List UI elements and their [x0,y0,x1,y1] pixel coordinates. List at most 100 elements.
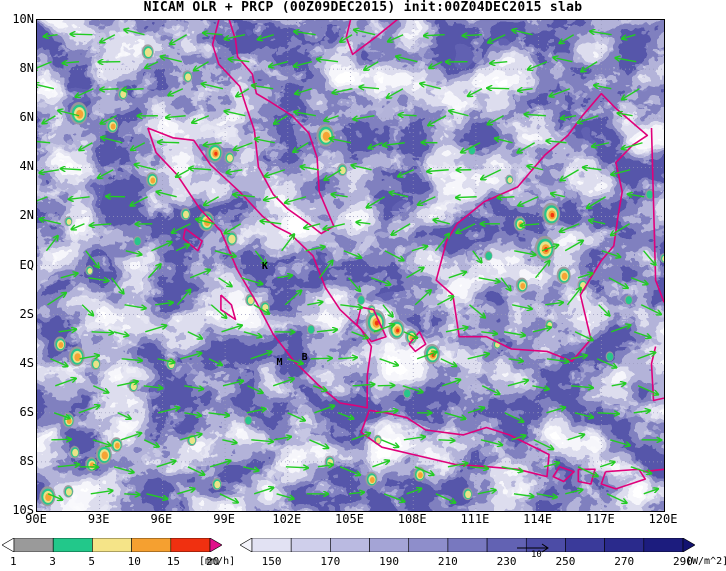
wind-vector [501,466,523,471]
wind-vector [633,331,651,338]
wind-vector [147,264,160,279]
map-title: NICAM OLR + PRCP (00Z09DEC2015) init:00Z… [143,0,583,15]
wind-vector [253,304,270,314]
wind-vector [221,325,242,333]
lat-tick-label: 6S [19,404,34,419]
wind-vector [176,169,190,177]
wind-vector [124,30,145,36]
wind-vector [214,250,236,257]
precip-colorbar-segment [52,538,93,552]
wind-vector [597,413,619,414]
wind-vector [143,386,163,388]
wind-vector [418,196,436,205]
wind-vector [456,197,477,198]
wind-vector [225,111,246,117]
wind-vector [42,115,56,124]
precip-cell [413,466,426,482]
precip-colorbar [2,538,222,552]
wind-vector [284,291,301,306]
precip-cell [660,253,664,264]
precip-cell [356,294,365,305]
lat-tick-label: 10N [12,12,34,26]
wind-vector [414,290,431,306]
wind-vector [208,413,229,416]
wind-vector [416,352,436,360]
wind-vector [309,439,328,448]
precip-colorbar-label: 5 [88,555,96,568]
wind-vector [265,169,286,177]
wind-vector [596,358,616,368]
lon-tick-label: 111E [460,512,490,526]
precip-cell [90,357,101,370]
olr-colorbar-label: 150 [261,555,282,568]
wind-vector [285,196,307,203]
olr-colorbar-label: 230 [496,555,517,568]
wind-vector [294,112,316,117]
wind-vector [481,385,499,394]
wind-vector [158,142,180,143]
wind-vector [192,115,210,123]
wind-vector [47,493,62,500]
wind-vector [180,434,201,441]
wind-vector [565,490,582,495]
wind-vector [155,303,173,305]
wind-vector [196,219,215,225]
olr-colorbar [240,538,695,552]
wind-vector [637,385,658,395]
wind-vector [130,196,148,206]
wind-vector [611,169,631,175]
wind-vector [574,331,593,340]
lon-tick-label: 108E [397,512,427,526]
olr-colorbar-segment [369,538,410,552]
precip-cell [388,319,405,340]
wind-vector [258,34,274,40]
wind-vector [131,142,146,150]
wind-vector [356,222,371,224]
wind-vector [85,250,99,268]
wind-vector [440,358,457,366]
wind-vector [467,354,489,360]
precip-colorbar-segment [13,538,54,552]
wind-vector [254,250,266,265]
wind-vector [370,277,390,285]
wind-vector [222,440,236,443]
wind-vector [250,352,272,360]
wind-vector [40,219,61,225]
lat-tick-label: 2N [19,208,34,223]
wind-vector [241,277,262,284]
precip-cell [534,235,555,261]
wind-vector [379,358,398,366]
wind-vector [187,331,202,339]
wind-vector [158,408,179,414]
wind-vector [390,192,409,198]
wind-vector [384,250,404,261]
wind-vector [488,34,506,43]
wind-vector [285,467,308,468]
wind-vector [447,463,468,468]
precip-colorbar-label: 3 [49,555,56,568]
coastline [355,306,387,343]
wind-vector [518,89,533,91]
precip-colorbar-high-end [209,538,222,552]
wind-vector [367,196,385,208]
wind-vector [481,332,497,334]
wind-vector [391,223,411,235]
wind-vector [45,236,57,252]
lon-tick-label: 120E [648,512,678,526]
wind-vector [243,466,258,471]
wind-vector [312,385,326,391]
wind-vector [467,408,484,414]
wind-vector [359,87,380,89]
wind-vector [170,34,188,44]
wind-vector [633,411,650,413]
precip-cell [513,216,526,232]
wind-vector [98,169,114,178]
wind-vector [243,331,262,337]
wind-vector [187,466,204,475]
coastline [345,20,399,56]
wind-vector [330,138,352,144]
wind-vector [434,234,449,252]
precip-cell [39,486,56,507]
wind-vector [577,273,592,279]
wind-vector [324,169,342,180]
